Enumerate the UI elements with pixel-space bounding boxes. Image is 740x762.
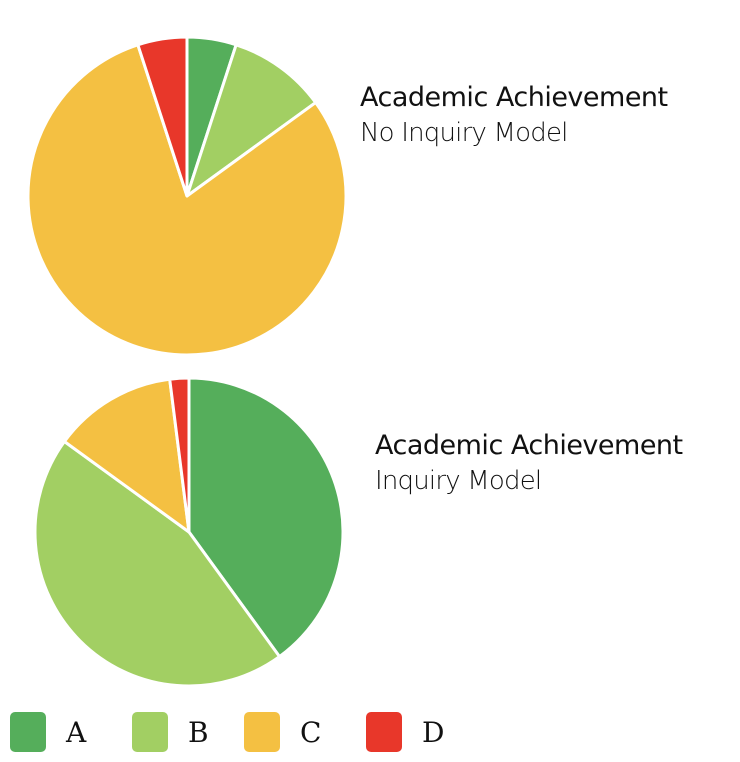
legend-label-a: A xyxy=(66,715,87,749)
chart-title: Academic Achievement xyxy=(375,430,683,461)
legend: A B C D xyxy=(10,710,730,754)
pie-slice-d xyxy=(136,35,189,198)
pie-slice-b xyxy=(33,439,282,688)
legend-item-c: C xyxy=(244,710,321,754)
legend-swatch-a xyxy=(10,712,46,752)
pie-slice-a xyxy=(187,376,345,659)
pie-chart-no-inquiry xyxy=(26,35,348,357)
legend-item-a: A xyxy=(10,710,86,754)
legend-label-b: B xyxy=(188,715,209,749)
chart-subtitle: No Inquiry Model xyxy=(360,118,568,149)
pie-slice-c xyxy=(62,377,191,534)
legend-label-d: D xyxy=(422,715,445,749)
legend-swatch-d xyxy=(366,712,402,752)
legend-label-c: C xyxy=(300,715,322,749)
pie-slice-d xyxy=(168,376,191,534)
legend-item-d: D xyxy=(366,710,444,754)
legend-swatch-b xyxy=(132,712,168,752)
chart-title: Academic Achievement xyxy=(360,82,668,113)
pie-label-inquiry: Academic Achievement Inquiry Model xyxy=(375,430,683,498)
pie-chart-inquiry xyxy=(33,376,345,688)
pie-slice-b xyxy=(185,43,318,198)
legend-swatch-c xyxy=(244,712,280,752)
pie-label-no-inquiry: Academic Achievement No Inquiry Model xyxy=(360,82,668,150)
legend-item-b: B xyxy=(132,710,209,754)
pie-slice-c xyxy=(26,43,348,357)
chart-subtitle: Inquiry Model xyxy=(375,466,542,497)
